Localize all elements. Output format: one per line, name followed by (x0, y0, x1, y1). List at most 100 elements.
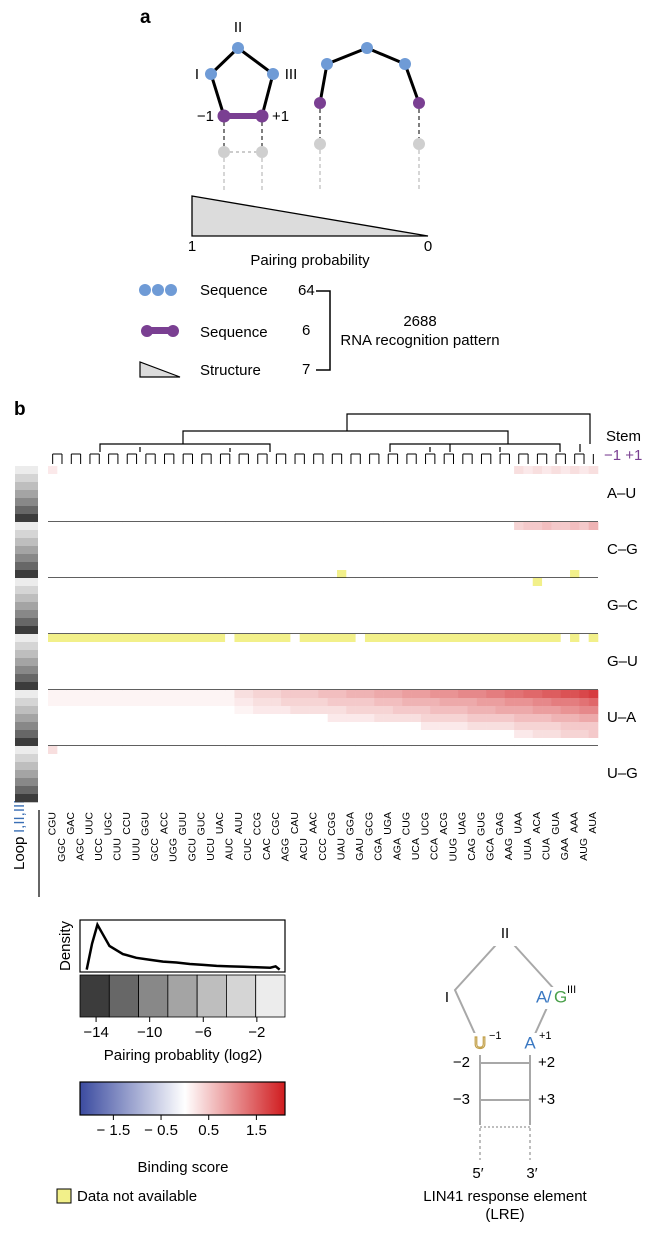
heat-cell (159, 626, 170, 635)
heat-cell (579, 650, 589, 659)
heat-cell (187, 594, 198, 603)
pairing-shade (15, 650, 38, 659)
heat-cell (532, 666, 543, 675)
heat-cell (243, 650, 254, 659)
heat-cell (309, 514, 319, 523)
heat-cell (448, 594, 459, 603)
heat-cell (243, 690, 254, 699)
pairing-shade (15, 554, 38, 563)
heat-cell (197, 754, 207, 763)
heat-cell (420, 594, 431, 603)
heat-cell (523, 562, 534, 571)
heat-cell (542, 554, 552, 563)
heat-cell (430, 730, 440, 739)
heat-cell (439, 522, 450, 531)
heat-cell (570, 498, 580, 507)
heat-cell (504, 706, 515, 715)
heat-cell (392, 498, 403, 507)
heat-cell (327, 778, 338, 787)
heat-cell (346, 562, 356, 571)
heat-cell (532, 714, 543, 723)
heat-cell (281, 522, 291, 531)
column-label: CCA (429, 838, 441, 860)
heat-cell (290, 474, 300, 483)
heat-cell (299, 626, 310, 635)
heat-cell (588, 498, 599, 507)
heat-cell (150, 610, 161, 619)
heat-cell (271, 746, 282, 755)
heat-cell (243, 570, 254, 579)
heat-cell (523, 690, 534, 699)
heat-cell (476, 778, 487, 787)
heat-cell (430, 578, 440, 587)
heat-cell (262, 754, 273, 763)
pairing-shade (15, 546, 38, 555)
heat-cell (141, 514, 151, 523)
heat-cell (206, 762, 217, 771)
heat-cell (197, 546, 207, 555)
heat-cell (131, 626, 142, 635)
heat-cell (75, 762, 86, 771)
heat-cell (178, 698, 189, 707)
heat-cell (94, 594, 105, 603)
heat-cell (588, 770, 599, 779)
heat-cell (495, 666, 506, 675)
heat-cell (448, 674, 459, 683)
heat-cell (458, 682, 468, 691)
heat-cell (355, 562, 366, 571)
heat-cell (476, 650, 487, 659)
heat-cell (299, 698, 310, 707)
heat-cell (262, 490, 273, 499)
heat-cell (495, 610, 506, 619)
heat-cell (253, 650, 263, 659)
heat-cell (495, 778, 506, 787)
stem-nucleotide (413, 138, 425, 150)
heat-cell (85, 618, 95, 627)
heat-cell (420, 466, 431, 475)
heat-cell (439, 586, 450, 595)
heat-cell (486, 490, 496, 499)
heat-cell (504, 474, 515, 483)
heat-cell (66, 698, 77, 707)
heat-cell (206, 738, 217, 747)
heat-cell (504, 634, 515, 643)
heat-cell (532, 514, 543, 523)
heat-cell (523, 682, 534, 691)
heat-cell (225, 586, 235, 595)
heat-cell (66, 642, 77, 651)
heat-cell (402, 682, 412, 691)
heat-cell (94, 490, 105, 499)
heat-cell (299, 554, 310, 563)
heat-cell (532, 730, 543, 739)
heat-cell (187, 650, 198, 659)
heat-cell (309, 626, 319, 635)
heat-cell (290, 554, 300, 563)
heat-cell (551, 746, 562, 755)
heat-cell (476, 674, 487, 683)
heat-cell (336, 498, 347, 507)
heat-cell (542, 674, 552, 683)
heat-cell (94, 778, 105, 787)
legend-count: 64 (298, 282, 315, 299)
heat-cell (234, 658, 245, 667)
heat-cell (281, 682, 291, 691)
heat-cell (374, 602, 384, 611)
heat-cell (253, 474, 263, 483)
heat-cell (364, 722, 375, 731)
heat-cell (281, 762, 291, 771)
heat-cell (514, 698, 524, 707)
heat-cell (560, 554, 571, 563)
heat-cell (187, 570, 198, 579)
heat-cell (486, 562, 496, 571)
legend-label: Structure (200, 362, 261, 379)
heat-cell (504, 554, 515, 563)
heat-cell (299, 738, 310, 747)
heat-cell (458, 658, 468, 667)
stem-label: +1 (272, 108, 289, 125)
heat-cell (57, 546, 67, 555)
heat-cell (411, 690, 422, 699)
heat-cell (318, 666, 328, 675)
heat-cell (542, 466, 552, 475)
heat-cell (420, 506, 431, 515)
heat-cell (355, 746, 366, 755)
